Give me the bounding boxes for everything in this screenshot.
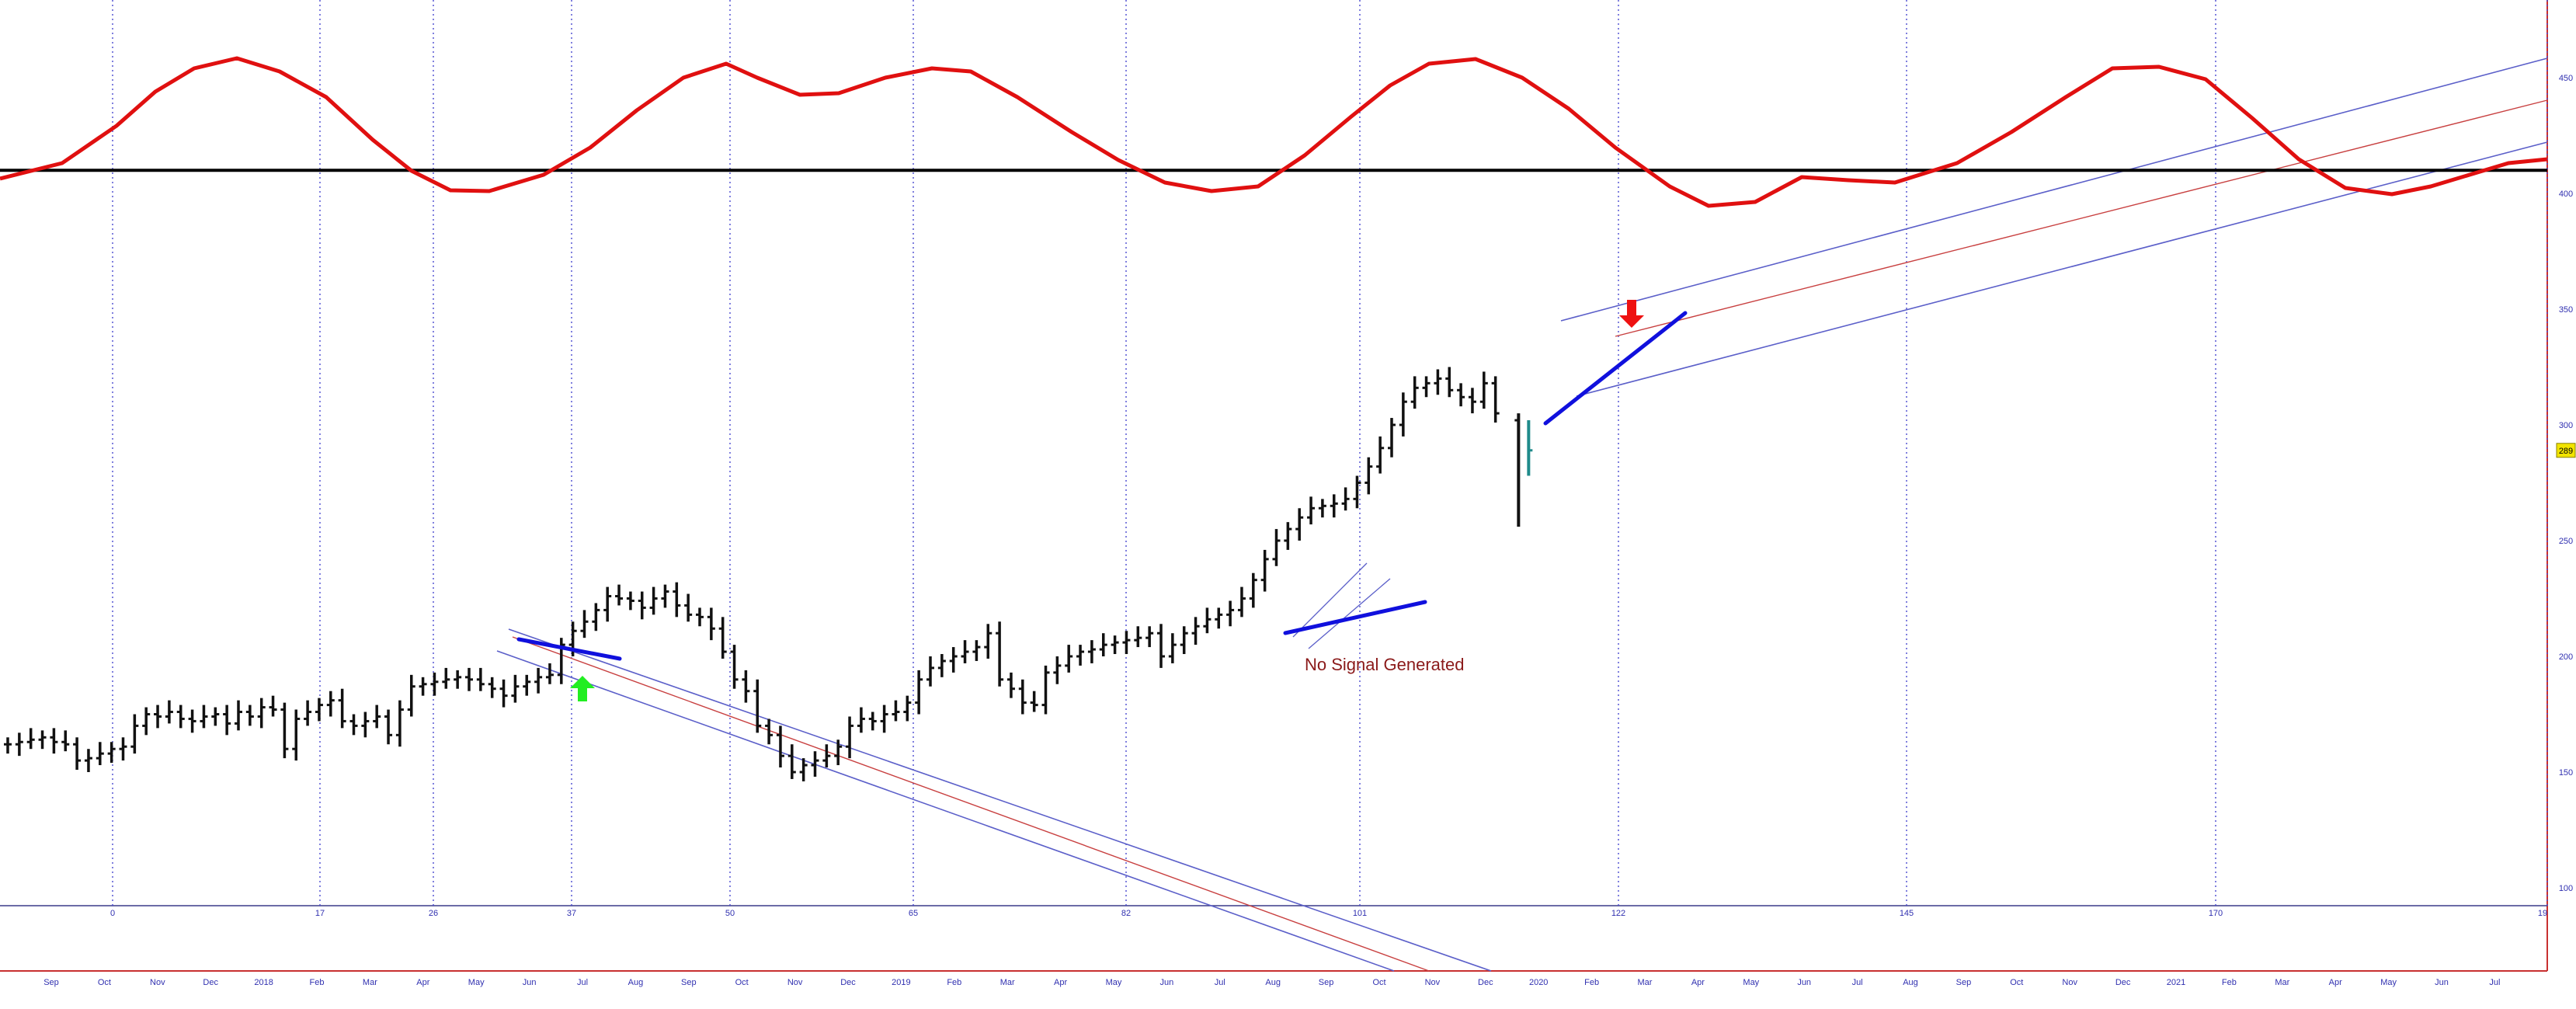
month-label: Apr [2329, 978, 2342, 987]
month-label: Dec [1478, 978, 1493, 987]
month-label: Dec [840, 978, 856, 987]
month-label: Aug [1903, 978, 1918, 987]
cycle-marker-label: 101 [1353, 909, 1367, 918]
cycle-marker-label: 50 [725, 909, 735, 918]
month-label: Dec [203, 978, 218, 987]
month-label: Oct [1372, 978, 1385, 987]
price-tick-label: 200 [2559, 652, 2573, 662]
month-label: Mar [1638, 978, 1653, 987]
price-tick-label: 250 [2559, 537, 2573, 546]
month-label: Apr [416, 978, 429, 987]
cycle-marker-label: 37 [567, 909, 576, 918]
price-tick-label: 350 [2559, 305, 2573, 315]
downtrend-channel-lower [496, 650, 1395, 972]
month-label: Aug [628, 978, 644, 987]
month-label: Sep [43, 978, 59, 987]
month-label: Feb [2222, 978, 2237, 987]
cycle-marker-label: 170 [2209, 909, 2223, 918]
month-label: Jun [2435, 978, 2449, 987]
month-label: Mar [2275, 978, 2289, 987]
cycle-marker-label: 17 [315, 909, 325, 918]
price-tick-label: 450 [2559, 74, 2573, 83]
cycle-marker-label: 26 [429, 909, 438, 918]
month-label: Oct [735, 978, 749, 987]
month-label: Sep [1956, 978, 1972, 987]
month-label: Mar [1000, 978, 1015, 987]
month-label: Mar [363, 978, 377, 987]
month-label: May [468, 978, 485, 987]
buy-arrow-icon [570, 676, 595, 701]
month-label: Nov [150, 978, 165, 987]
price-tick-label: 150 [2559, 768, 2573, 778]
pattern-channel-upper [1292, 562, 1368, 638]
price-tick-label: 100 [2559, 884, 2573, 893]
month-label: 2020 [1529, 978, 1548, 987]
downtrend-channel-mid [512, 636, 1430, 972]
month-label: Jun [1160, 978, 1174, 987]
breakout-trendline-2 [1283, 600, 1427, 635]
month-label: Jun [1797, 978, 1811, 987]
uptrend-channel-upper [1560, 57, 2548, 322]
breakout-trendline-3 [1543, 311, 1688, 426]
sell-arrow-icon [1619, 300, 1644, 328]
month-label: Dec [2115, 978, 2131, 987]
month-label: Jul [2489, 978, 2500, 987]
month-label: Feb [1584, 978, 1599, 987]
month-label: Feb [947, 978, 961, 987]
price-tick-label: 300 [2559, 421, 2573, 430]
price-tick-label: 400 [2559, 190, 2573, 199]
month-label: 2021 [2167, 978, 2185, 987]
month-label: Jul [1852, 978, 1863, 987]
month-label: Nov [2062, 978, 2077, 987]
uptrend-channel-lower [1576, 141, 2548, 397]
month-label: Nov [787, 978, 803, 987]
month-label: Aug [1265, 978, 1281, 987]
current-price-tag [2556, 443, 2576, 458]
month-label: 2019 [892, 978, 910, 987]
month-label: Apr [1054, 978, 1067, 987]
month-label: Oct [2010, 978, 2023, 987]
month-label: Jul [577, 978, 588, 987]
downtrend-channel-upper [508, 628, 1492, 972]
uptrend-channel-mid [1615, 99, 2548, 337]
breakout-trendline-1 [516, 637, 622, 661]
cycle-marker-label: 0 [110, 909, 115, 918]
cycle-wave [0, 56, 2548, 208]
month-label: Jun [523, 978, 537, 987]
no-signal-annotation: No Signal Generated [1305, 655, 1464, 674]
month-label: May [1743, 978, 1759, 987]
month-label: May [1106, 978, 1122, 987]
month-label: May [2380, 978, 2397, 987]
month-label: Jul [1215, 978, 1225, 987]
month-label: Apr [1691, 978, 1705, 987]
month-label: 2018 [254, 978, 273, 987]
cycle-marker-label: 19 [2538, 909, 2547, 918]
month-label: Nov [1425, 978, 1441, 987]
cycle-marker-label: 122 [1611, 909, 1625, 918]
month-label: Sep [1319, 978, 1334, 987]
cycle-marker-label: 82 [1121, 909, 1131, 918]
cycle-marker-label: 145 [1900, 909, 1914, 918]
month-label: Sep [681, 978, 697, 987]
pattern-channel-lower [1308, 578, 1391, 649]
current-price-label: 289 [2559, 447, 2573, 456]
month-label: Oct [98, 978, 111, 987]
cycle-marker-label: 65 [909, 909, 918, 918]
month-label: Feb [310, 978, 325, 987]
